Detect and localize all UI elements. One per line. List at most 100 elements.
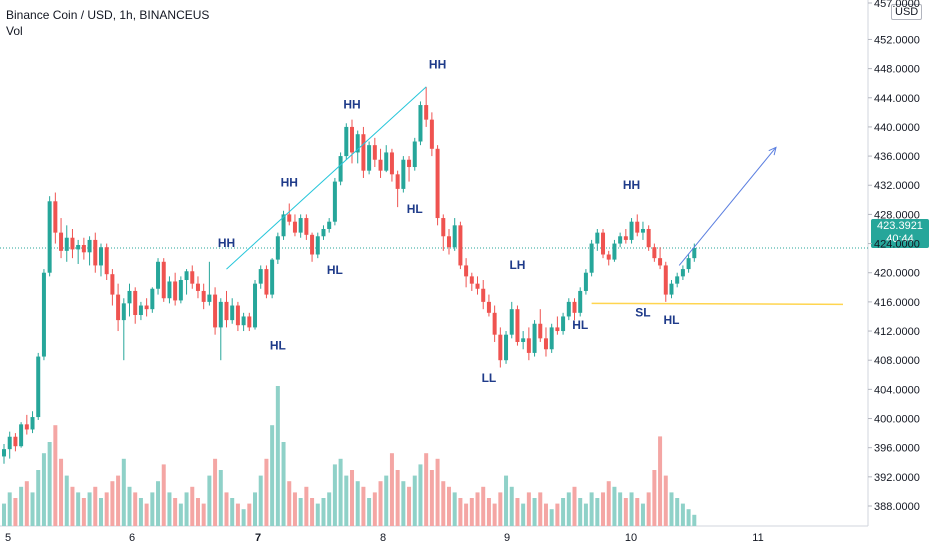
volume-bar xyxy=(2,503,6,526)
volume-bar xyxy=(104,492,109,526)
candle-body xyxy=(304,218,309,235)
volume-bar xyxy=(509,486,514,526)
x-tick-label: 10 xyxy=(625,532,637,544)
volume-bar xyxy=(401,481,406,526)
volume-bar xyxy=(652,470,657,526)
symbol-title[interactable]: Binance Coin / USD, 1h, BINANCEUS xyxy=(6,8,210,22)
annotation-label: HL xyxy=(572,318,588,332)
volume-bar xyxy=(53,425,58,526)
volume-bar xyxy=(121,458,126,526)
volume-bar xyxy=(315,503,320,526)
candle-body xyxy=(281,214,286,237)
candle-body xyxy=(509,309,514,335)
volume-bar xyxy=(70,486,75,526)
candle-body xyxy=(41,272,46,357)
candle-body xyxy=(207,294,212,302)
volume-bar xyxy=(640,503,645,526)
volume-bar xyxy=(407,486,412,526)
candle-body xyxy=(7,436,12,450)
volume-bar xyxy=(156,481,161,526)
candle-body xyxy=(401,159,406,189)
candle-body xyxy=(635,221,640,233)
y-tick-label: 396.0000 xyxy=(874,443,920,455)
y-tick-label: 392.0000 xyxy=(874,472,920,484)
candle-body xyxy=(583,272,588,291)
candle-body xyxy=(538,323,543,339)
volume-bar xyxy=(207,475,212,526)
candle-body xyxy=(355,134,360,153)
candle-body xyxy=(138,305,143,316)
countdown-timer: 40:44 xyxy=(886,233,914,245)
candle-body xyxy=(549,327,554,350)
volume-bar xyxy=(258,475,263,526)
volume-bar xyxy=(663,475,668,526)
volume-bar xyxy=(481,486,486,526)
volume-bar xyxy=(384,475,389,526)
volume-bar xyxy=(304,486,309,526)
currency-badge[interactable]: USD xyxy=(891,4,923,20)
x-tick-label: 8 xyxy=(380,532,386,544)
volume-bar xyxy=(338,458,343,526)
volume-bar xyxy=(515,498,520,526)
candle-body xyxy=(412,141,417,168)
candle-body xyxy=(595,232,600,244)
volume-bar xyxy=(532,498,537,526)
y-tick-label: 440.0000 xyxy=(874,122,920,134)
candle-body xyxy=(481,288,486,302)
forecast-arrow-head xyxy=(768,146,777,156)
volume-bar xyxy=(264,458,269,526)
volume-bar xyxy=(235,503,240,526)
candle-body xyxy=(458,225,463,266)
volume-bar xyxy=(543,503,548,526)
volume-bar xyxy=(144,503,149,526)
volume-bar xyxy=(167,492,172,526)
candle-body xyxy=(195,283,200,291)
candle-body xyxy=(367,145,372,171)
candle-body xyxy=(498,334,503,361)
candle-body xyxy=(395,174,400,189)
volume-bar xyxy=(332,464,337,526)
support-line xyxy=(591,302,844,306)
volume-bar xyxy=(64,475,69,526)
candle-body xyxy=(378,159,383,171)
volume-bar xyxy=(41,453,46,526)
volume-bar xyxy=(36,470,41,526)
candle-body xyxy=(270,259,275,295)
volume-bar xyxy=(629,492,634,526)
candle-body xyxy=(504,334,509,361)
candle-body xyxy=(424,105,429,120)
candle-body xyxy=(469,276,474,284)
candle-body xyxy=(224,301,229,321)
candle-body xyxy=(521,338,526,342)
candle-body xyxy=(384,152,389,171)
candle-body xyxy=(93,239,98,266)
candle-body xyxy=(121,303,126,321)
y-tick-label: 436.0000 xyxy=(874,151,920,163)
candle-body xyxy=(104,247,109,275)
candle-body xyxy=(612,243,617,260)
candle-body xyxy=(235,305,240,326)
volume-bar xyxy=(19,486,24,526)
candle-body xyxy=(332,181,337,222)
candle-body xyxy=(623,236,628,240)
volume-bar xyxy=(464,503,469,526)
volume-indicator-label[interactable]: Vol xyxy=(6,24,23,38)
candle-body xyxy=(2,449,6,457)
volume-bar xyxy=(555,503,560,526)
volume-bar xyxy=(190,486,195,526)
candle-body xyxy=(178,280,183,301)
volume-bar xyxy=(635,498,640,526)
y-tick-label: 452.0000 xyxy=(874,34,920,46)
volume-bar xyxy=(521,503,526,526)
volume-bar xyxy=(361,486,366,526)
x-tick-label: 5 xyxy=(5,532,11,544)
candle-body xyxy=(76,245,81,250)
candle-body xyxy=(407,159,412,168)
volume-bar xyxy=(452,492,457,526)
y-tick-label: 416.0000 xyxy=(874,297,920,309)
volume-bar xyxy=(201,503,206,526)
candle-body xyxy=(435,148,440,219)
candle-body xyxy=(292,221,297,233)
volume-bar xyxy=(127,486,132,526)
